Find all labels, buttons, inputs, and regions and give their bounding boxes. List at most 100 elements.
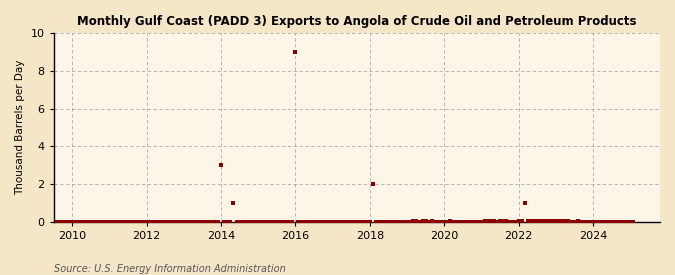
Point [470, 219, 481, 224]
Point [182, 219, 192, 224]
Point [473, 219, 484, 224]
Point [79, 219, 90, 224]
Point [504, 219, 515, 224]
Point [610, 219, 620, 224]
Title: Monthly Gulf Coast (PADD 3) Exports to Angola of Crude Oil and Petroleum Product: Monthly Gulf Coast (PADD 3) Exports to A… [77, 15, 637, 28]
Point [293, 219, 304, 224]
Point [352, 219, 363, 224]
Point [178, 219, 189, 224]
Point [389, 219, 400, 224]
Point [265, 219, 276, 224]
Point [324, 219, 335, 224]
Point [417, 219, 428, 223]
Point [308, 219, 319, 224]
Point [277, 219, 288, 224]
Point [107, 219, 118, 224]
Point [123, 219, 134, 224]
Point [219, 219, 230, 224]
Point [197, 219, 208, 224]
Point [439, 219, 450, 224]
Point [427, 219, 437, 223]
Point [380, 219, 391, 224]
Point [55, 219, 65, 224]
Point [581, 219, 592, 224]
Point [557, 219, 568, 223]
Point [166, 219, 177, 224]
Point [588, 219, 599, 224]
Point [445, 219, 456, 223]
Point [315, 219, 325, 224]
Point [271, 219, 282, 224]
Point [188, 219, 198, 224]
Point [535, 219, 545, 223]
Point [203, 219, 214, 224]
Point [572, 219, 583, 223]
Point [135, 219, 146, 224]
Point [126, 219, 136, 224]
Point [327, 219, 338, 224]
Point [569, 219, 580, 224]
Point [618, 219, 629, 224]
Point [194, 219, 205, 224]
Point [169, 219, 180, 224]
Point [392, 219, 403, 224]
Point [538, 219, 549, 223]
Point [333, 219, 344, 224]
Point [532, 219, 543, 223]
Y-axis label: Thousand Barrels per Day: Thousand Barrels per Day [15, 60, 25, 195]
Point [343, 219, 354, 224]
Point [147, 219, 158, 224]
Point [160, 219, 171, 224]
Point [290, 50, 301, 54]
Point [622, 219, 632, 224]
Point [318, 219, 329, 224]
Point [209, 219, 220, 224]
Point [215, 163, 226, 167]
Point [51, 219, 62, 224]
Point [510, 219, 521, 224]
Point [507, 219, 518, 224]
Point [491, 219, 502, 224]
Point [616, 219, 626, 224]
Point [585, 219, 595, 224]
Point [191, 219, 202, 224]
Point [383, 219, 394, 224]
Point [550, 219, 561, 223]
Point [451, 219, 462, 224]
Point [421, 219, 431, 223]
Point [398, 219, 409, 224]
Point [466, 219, 477, 224]
Point [321, 219, 332, 224]
Point [460, 219, 471, 224]
Point [433, 219, 443, 224]
Point [259, 219, 270, 224]
Point [448, 219, 459, 224]
Point [454, 219, 465, 224]
Point [603, 219, 614, 224]
Point [172, 219, 183, 224]
Point [250, 219, 261, 224]
Point [560, 219, 570, 223]
Point [442, 219, 453, 224]
Point [207, 219, 217, 224]
Point [489, 219, 500, 223]
Point [67, 219, 78, 224]
Point [330, 219, 341, 224]
Point [526, 219, 537, 223]
Point [597, 219, 608, 224]
Point [374, 219, 385, 224]
Point [402, 219, 412, 224]
Point [337, 219, 348, 224]
Point [296, 219, 307, 224]
Point [485, 219, 496, 223]
Point [386, 219, 397, 224]
Point [479, 219, 490, 223]
Point [110, 219, 121, 224]
Point [429, 219, 440, 224]
Point [275, 219, 286, 224]
Point [299, 219, 310, 224]
Point [63, 219, 74, 224]
Point [132, 219, 142, 224]
Point [464, 219, 475, 224]
Point [61, 219, 72, 224]
